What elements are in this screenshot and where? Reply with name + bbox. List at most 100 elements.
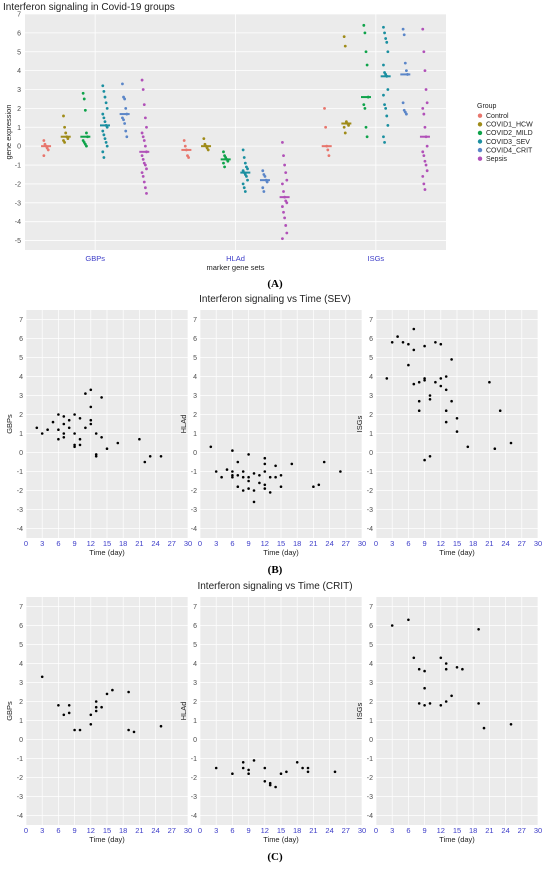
chart-a-point — [143, 116, 147, 120]
legend-label: COVID1_HCW — [486, 122, 533, 129]
subplot-y-tick-label: 1 — [369, 718, 373, 725]
subplot-x-tick-label: 0 — [198, 539, 202, 548]
chart-a-point — [140, 154, 144, 158]
subplot-x-tick-label: 3 — [40, 826, 44, 835]
chart-a-point — [386, 50, 390, 54]
subplot-point — [390, 624, 394, 627]
subplot-y-tick-label: 6 — [193, 336, 197, 343]
chart-a-point — [141, 174, 145, 178]
subplot-point — [385, 377, 389, 380]
chart-a-point — [285, 178, 289, 182]
legend-label: Control — [486, 113, 509, 120]
subplot-point — [241, 489, 245, 492]
subplot-point — [214, 470, 218, 473]
subplot-y-tick-label: 3 — [19, 680, 23, 687]
subplot-point — [105, 447, 109, 451]
chart-a-point — [141, 88, 145, 91]
subplot-y-tick-label: 5 — [369, 355, 373, 362]
panel-label-chart-b: (B) — [268, 564, 283, 576]
chart-a-point — [242, 156, 246, 159]
subplot-point — [428, 394, 432, 397]
chart-a-title: Interferon signaling in Covid-19 groups — [3, 2, 175, 13]
subplot-x-tick-label: 6 — [56, 539, 60, 548]
chart-a-point — [241, 182, 245, 186]
subplot-x-tick-label: 3 — [214, 539, 218, 548]
subplot-y-tick-label: 5 — [193, 642, 197, 649]
chart-a-point — [121, 82, 124, 86]
subplot-y-tick-label: -4 — [367, 813, 373, 820]
subplot-x-tick-label: 12 — [437, 826, 445, 835]
subplot-point — [477, 702, 480, 705]
subplot-point — [94, 453, 98, 456]
subplot-y-tick-label: -4 — [191, 526, 197, 533]
subplot-point — [148, 455, 152, 458]
subplot-point — [220, 475, 223, 479]
subplot-point — [225, 468, 229, 471]
subplot-y-tick-label: 2 — [19, 412, 23, 419]
chart-a-point — [284, 224, 288, 227]
chart-a-point — [140, 131, 144, 135]
subplot-y-tick-label: -4 — [17, 813, 23, 820]
subplot-x-tick-label: 30 — [534, 539, 542, 548]
subplot-point — [412, 382, 416, 386]
subplot-y-axis-label: ISGs — [355, 702, 364, 719]
chart-a-x-tick-label: ISGs — [367, 254, 384, 263]
subplot-point — [439, 384, 443, 388]
subplot-point — [67, 711, 71, 715]
subplot-y-tick-label: 4 — [369, 661, 373, 668]
subplot-y-tick-label: 2 — [193, 412, 197, 419]
panel-label-a: (A) — [267, 278, 283, 290]
subplot-y-tick-label: 2 — [19, 699, 23, 706]
chart-a-y-tick-label: 1 — [17, 125, 21, 132]
chart-a-point — [243, 190, 247, 193]
chart-a-point — [123, 122, 127, 125]
subplot-point — [263, 766, 267, 770]
chart-a-point — [145, 167, 148, 171]
subplot-y-axis-label: GBPs — [5, 701, 14, 721]
subplot-point — [247, 768, 250, 772]
subplot-point — [57, 704, 60, 707]
chart-a-point — [421, 107, 425, 110]
subplot-point — [263, 483, 267, 487]
subplot-point — [78, 728, 82, 732]
subplot-point — [252, 489, 256, 492]
subplot-point — [390, 341, 394, 344]
chart-a-point — [281, 237, 284, 241]
chart-a-point — [241, 148, 245, 152]
chart-a-point — [64, 131, 68, 135]
chart-a-point — [385, 40, 389, 44]
subplot-point — [339, 470, 342, 473]
subplot-x-tick-label: 24 — [151, 826, 159, 835]
subplot-x-tick-label: 0 — [24, 826, 28, 835]
subplot-x-tick-label: 27 — [342, 539, 350, 548]
subplot-point — [444, 420, 448, 424]
subplot-point — [105, 692, 109, 696]
subplot-y-axis-label: GBPs — [5, 414, 14, 434]
subplot-x-tick-label: 27 — [518, 826, 526, 835]
chart-a-point — [326, 148, 330, 152]
subplot-point — [428, 702, 432, 705]
legend-swatch — [477, 156, 483, 161]
subplot-y-tick-label: -1 — [191, 756, 197, 763]
subplot-point — [241, 766, 245, 770]
subplot-point — [73, 443, 76, 447]
subplot-point — [236, 474, 240, 477]
chart-a-y-tick-label: 6 — [17, 30, 21, 37]
chart-a-point — [423, 159, 427, 163]
chart-a-point — [425, 101, 429, 105]
subplot-point — [62, 713, 66, 717]
subplot-point — [78, 417, 82, 420]
subplot-x-axis-label: Time (day) — [439, 548, 475, 557]
chart-a-point — [383, 103, 386, 107]
subplot-x-tick-label: 0 — [24, 539, 28, 548]
chart-a-point — [401, 27, 405, 31]
subplot-point — [434, 341, 437, 344]
chart-a-point — [104, 140, 108, 144]
subplot-x-tick-label: 3 — [40, 539, 44, 548]
subplot-point — [252, 759, 256, 762]
subplot-point — [247, 479, 250, 483]
subplot-y-tick-label: -3 — [17, 507, 23, 514]
chart-a-point — [347, 123, 350, 127]
subplot-point — [46, 428, 49, 432]
subplot-y-tick-label: 7 — [193, 604, 197, 611]
